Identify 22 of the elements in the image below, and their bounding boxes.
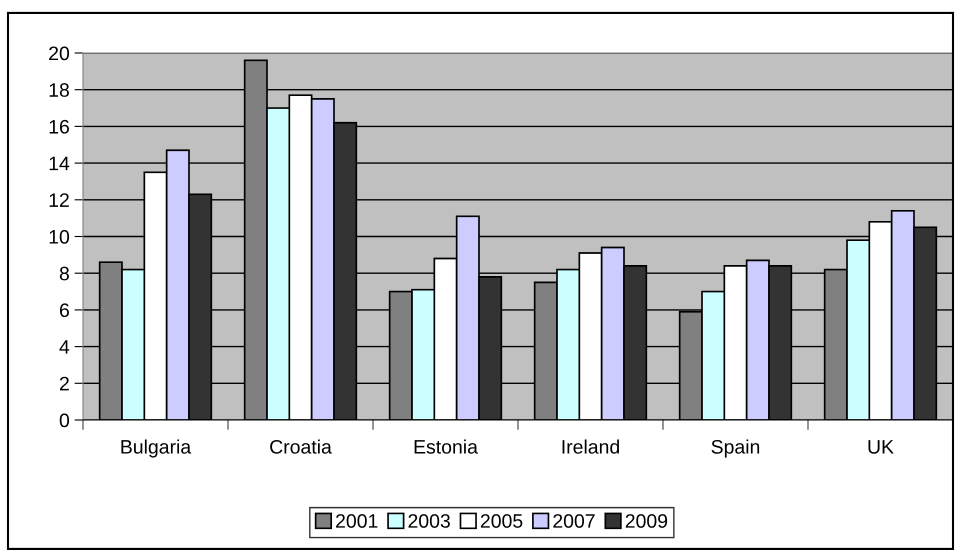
legend-label: 2001	[336, 514, 378, 528]
y-tick-label: 6	[60, 303, 69, 318]
y-tick-label: 16	[50, 120, 69, 134]
legend-label: 2003	[408, 514, 450, 528]
y-tick-label: 14	[50, 156, 70, 170]
x-tick-label: Estonia	[414, 439, 478, 454]
x-tick-label: Spain	[712, 439, 760, 458]
y-tick-label: 20	[49, 46, 70, 60]
legend-label: 2007	[553, 514, 595, 528]
x-tick-label: Croatia	[270, 439, 332, 454]
y-tick-label: 2	[60, 376, 69, 390]
y-tick-label: 12	[50, 193, 69, 207]
legend-label: 2009	[626, 514, 668, 528]
y-tick-label: 0	[60, 413, 70, 428]
legend-label: 2005	[480, 514, 522, 528]
y-tick-label: 8	[60, 266, 69, 280]
y-tick-label: 4	[59, 340, 70, 354]
y-tick-label: 10	[50, 230, 70, 244]
x-tick-label: Bulgaria	[121, 439, 192, 458]
y-tick-label: 18	[50, 83, 69, 97]
x-tick-label: Ireland	[562, 439, 619, 454]
x-tick-label: UK	[868, 440, 894, 454]
